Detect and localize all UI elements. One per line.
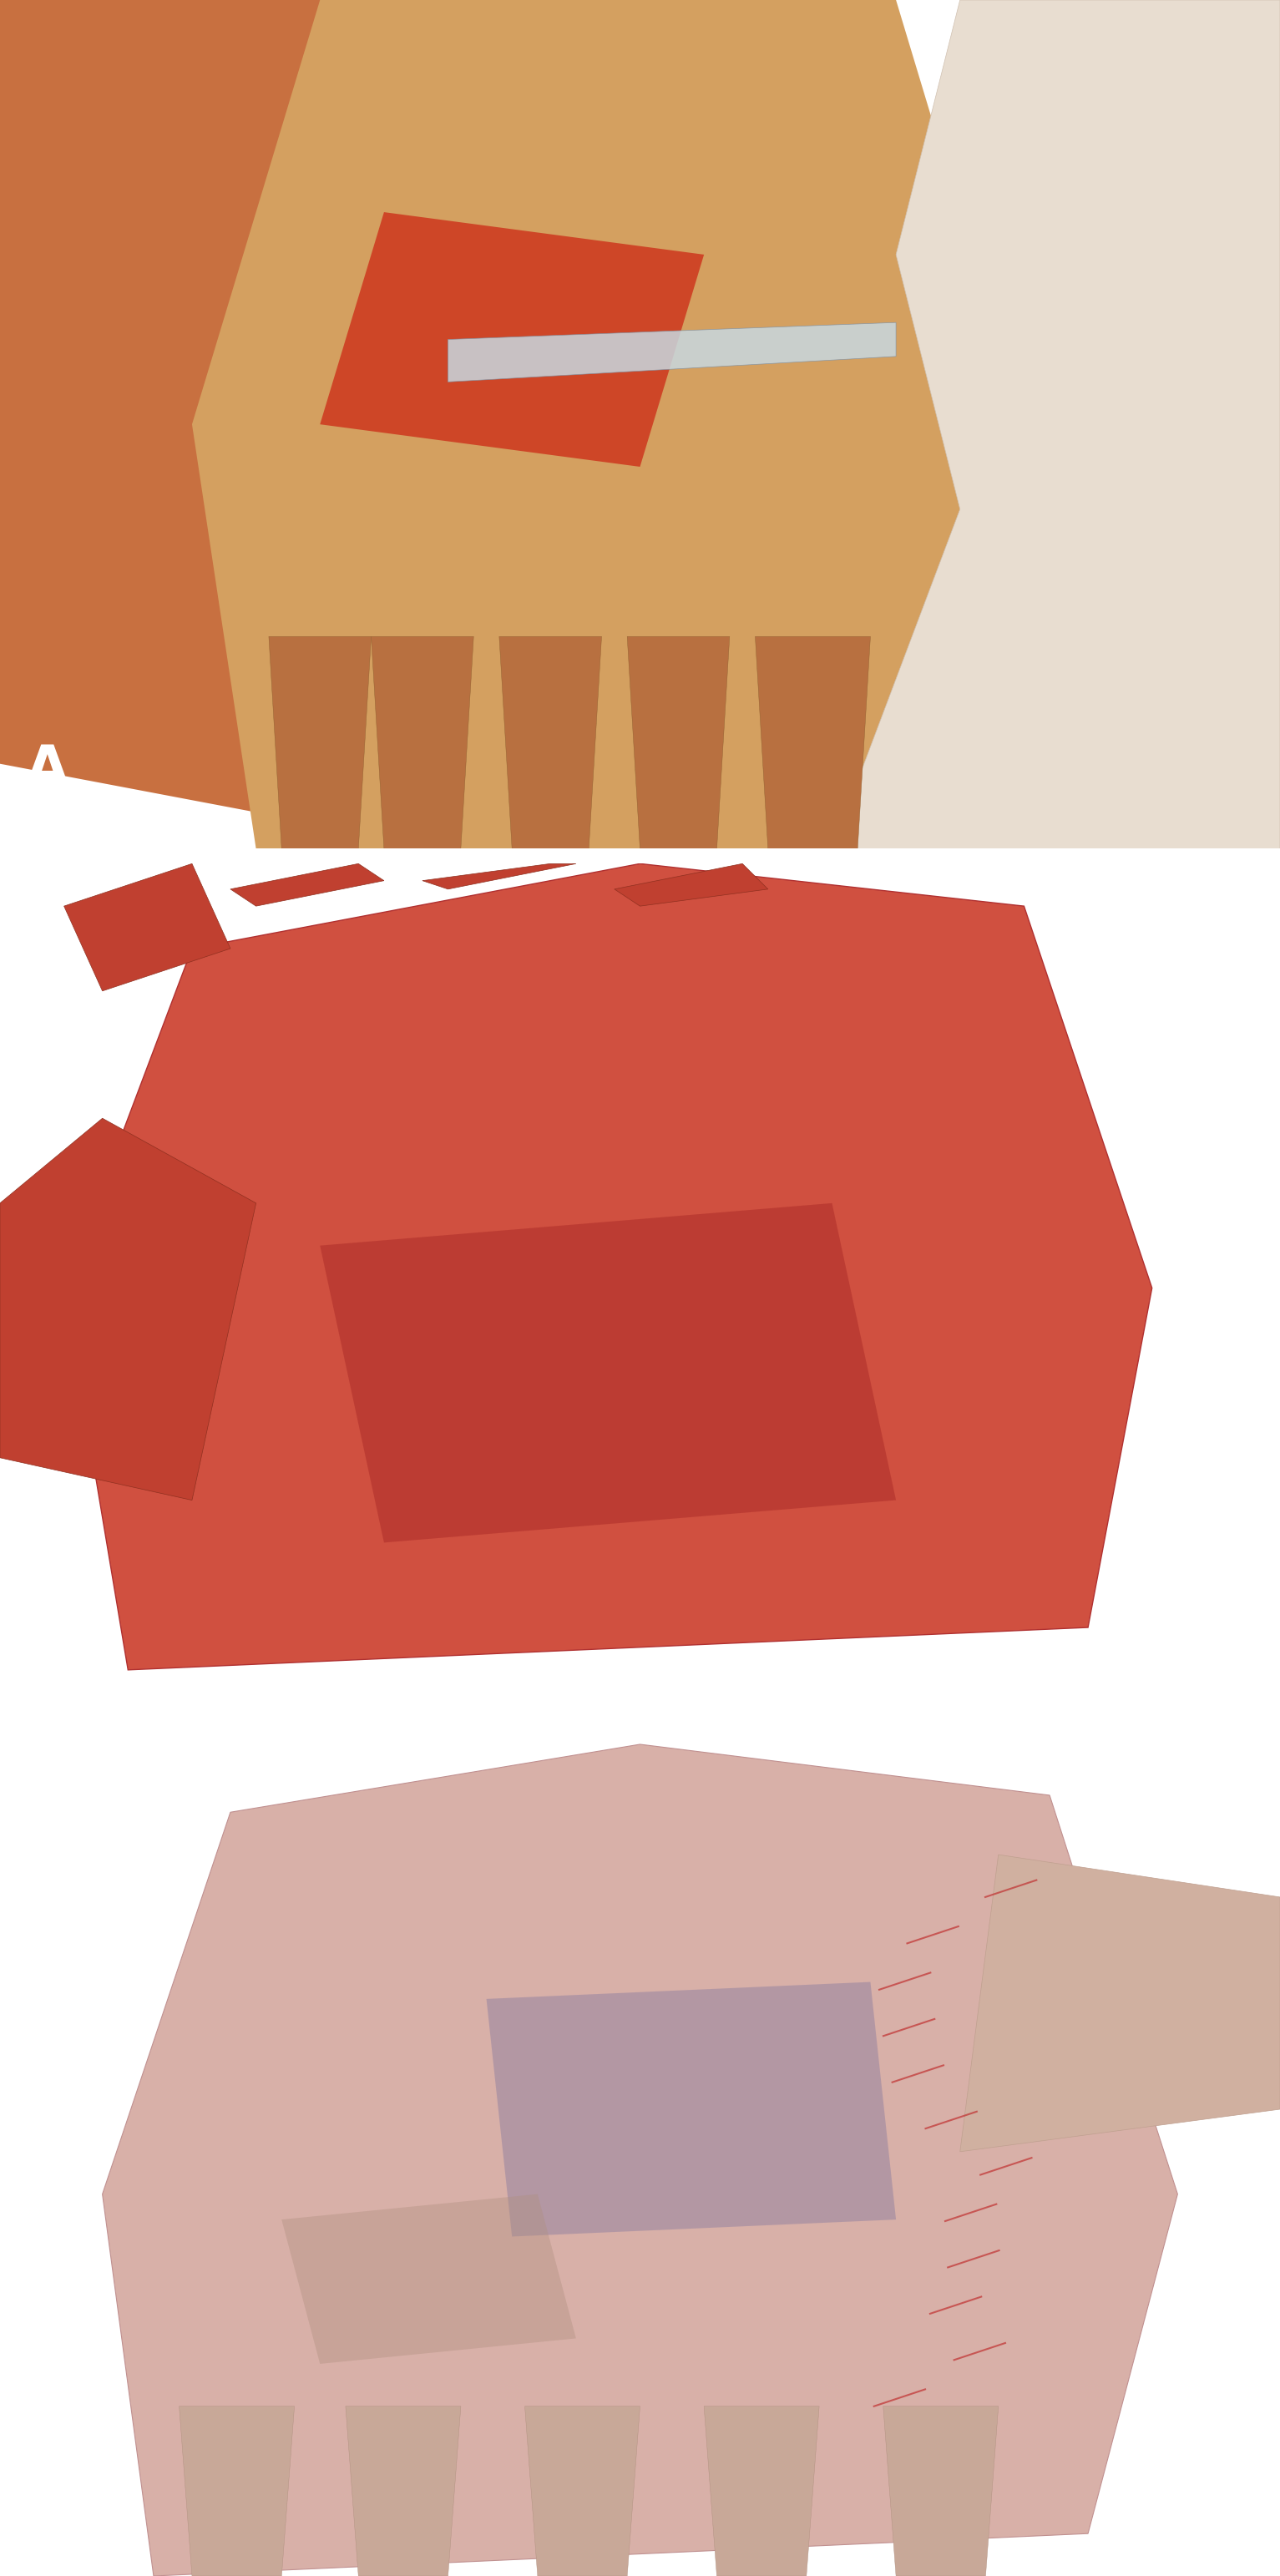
Polygon shape [64, 863, 1152, 1669]
Polygon shape [371, 636, 474, 848]
Polygon shape [755, 636, 870, 848]
Polygon shape [499, 636, 602, 848]
Polygon shape [0, 0, 640, 848]
Text: A: A [26, 742, 69, 799]
Polygon shape [320, 1203, 896, 1543]
Polygon shape [230, 863, 384, 907]
Polygon shape [282, 2195, 576, 2365]
Polygon shape [960, 1855, 1280, 2151]
Polygon shape [179, 2406, 294, 2576]
Polygon shape [486, 1981, 896, 2236]
Polygon shape [0, 1118, 256, 1499]
Polygon shape [883, 2406, 998, 2576]
Polygon shape [64, 863, 230, 992]
Polygon shape [448, 322, 896, 381]
Polygon shape [614, 863, 768, 907]
Bar [0, 848, 1280, 863]
Text: B: B [26, 1607, 68, 1662]
Polygon shape [320, 211, 704, 466]
Polygon shape [704, 2406, 819, 2576]
Polygon shape [192, 0, 1024, 848]
Polygon shape [269, 636, 371, 848]
Polygon shape [102, 1744, 1178, 2576]
Polygon shape [832, 0, 1280, 848]
Text: C: C [26, 2470, 67, 2524]
Polygon shape [627, 636, 730, 848]
Polygon shape [422, 863, 576, 889]
Polygon shape [346, 2406, 461, 2576]
Bar [0, 1713, 1280, 1728]
Polygon shape [525, 2406, 640, 2576]
